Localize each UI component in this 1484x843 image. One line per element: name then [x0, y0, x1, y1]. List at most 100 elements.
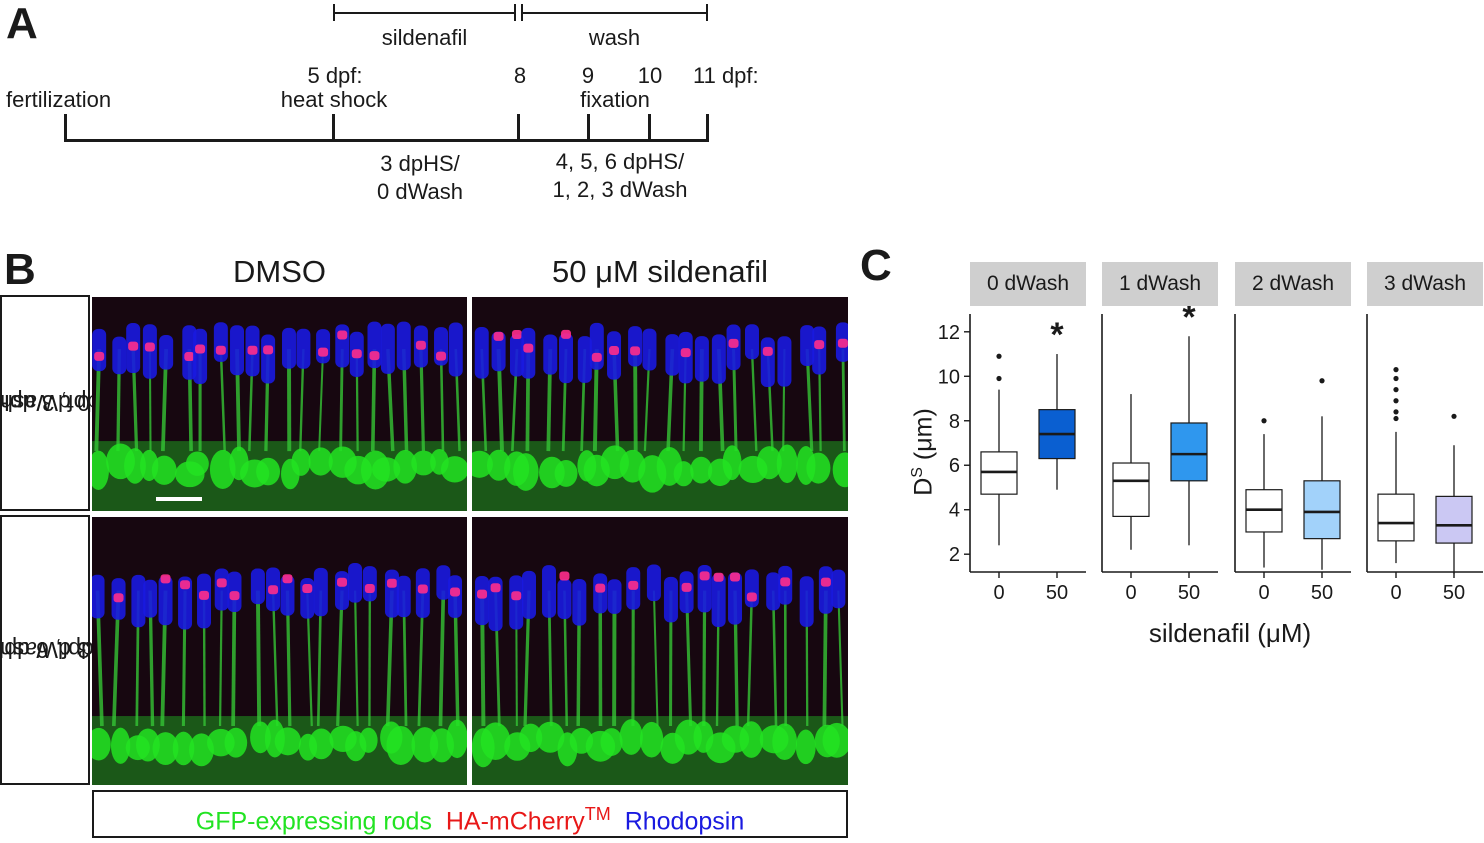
- lower-right-line2: 1, 2, 3 dWash: [530, 178, 710, 202]
- rod-cell-body: [772, 723, 797, 760]
- rhodopsin-outer-segment: [712, 334, 726, 383]
- row-label-11dpf: 11 dpf, 6 dpHS,3 dWash: [0, 515, 90, 785]
- ha-mcherry-band: [369, 351, 379, 360]
- rhodopsin-outer-segment: [397, 322, 411, 371]
- rhodopsin-outer-segment: [363, 566, 377, 601]
- rhodopsin-outer-segment: [261, 334, 275, 383]
- scale-bar: [156, 497, 202, 501]
- rhodopsin-outer-segment: [642, 329, 656, 371]
- ha-mcherry-band: [387, 579, 397, 588]
- ha-mcherry-band: [491, 583, 501, 592]
- rhodopsin-outer-segment: [608, 579, 622, 614]
- ha-mcherry-band: [248, 346, 258, 355]
- ha-mcherry-band: [416, 341, 426, 350]
- box-outlier: [996, 376, 1001, 381]
- panel-a-letter: A: [6, 2, 38, 46]
- sildenafil-bracket: [333, 12, 516, 14]
- y-tick-label: 4: [949, 500, 960, 522]
- rhodopsin-outer-segment: [607, 331, 621, 379]
- timeline-axis: [64, 139, 709, 142]
- rhodopsin-outer-segment: [664, 577, 678, 623]
- ha-mcherry-band: [216, 346, 226, 355]
- timeline-tick-10dpf: [648, 114, 651, 142]
- box-outlier: [1393, 367, 1398, 372]
- rod-cell-body: [620, 719, 643, 755]
- x-axis-title: sildenafil (μM): [1090, 618, 1370, 648]
- lower-right-line1: 4, 5, 6 dpHS/: [530, 150, 710, 174]
- rhodopsin-outer-segment: [367, 322, 381, 369]
- y-tick-label: 10: [938, 366, 960, 388]
- ha-mcherry-band: [184, 352, 194, 361]
- lower-left-line2: 0 dWash: [340, 180, 500, 204]
- ha-mcherry-band: [681, 348, 691, 357]
- dpf9-label: 9: [573, 64, 603, 88]
- panel-b-letter: B: [4, 248, 36, 292]
- rhodopsin-outer-segment: [197, 574, 211, 629]
- ha-mcherry-band: [609, 346, 619, 355]
- rhodopsin-outer-segment: [449, 323, 463, 377]
- box-body: [1171, 423, 1207, 481]
- rhodopsin-outer-segment: [665, 334, 679, 375]
- y-tick-label: 2: [949, 544, 960, 566]
- ha-mcherry-band: [282, 574, 292, 583]
- ha-mcherry-band: [523, 344, 533, 353]
- ha-mcherry-band: [682, 583, 692, 592]
- ha-mcherry-band: [700, 571, 710, 580]
- rod-cell-body: [446, 720, 467, 759]
- micrograph-dmso-11dpf: [92, 517, 467, 785]
- ha-mcherry-band: [763, 347, 773, 356]
- panel-c-letter: C: [860, 244, 892, 288]
- ha-mcherry-band: [436, 352, 446, 361]
- box-body: [1113, 463, 1149, 516]
- rhodopsin-outer-segment: [647, 564, 661, 601]
- ha-mcherry-band: [418, 584, 428, 593]
- ha-mcherry-band: [161, 574, 171, 583]
- x-tick-label: 0: [993, 582, 1004, 604]
- timeline-tick-11dpf: [706, 114, 709, 142]
- ha-mcherry-band: [595, 584, 605, 593]
- box-outlier: [996, 354, 1001, 359]
- fertilization-label: fertilization: [6, 88, 111, 112]
- box-outlier: [1319, 378, 1324, 383]
- rod-cell-body: [256, 458, 280, 486]
- rhodopsin-outer-segment: [572, 579, 586, 626]
- box-outlier: [1393, 409, 1398, 414]
- micrograph-sildenafil-8dpf: [472, 297, 848, 511]
- rhodopsin-outer-segment: [475, 327, 489, 379]
- ha-mcherry-band: [494, 332, 504, 341]
- column-header-dmso: DMSO: [92, 255, 467, 289]
- ha-mcherry-band: [592, 353, 602, 362]
- ha-mcherry-band: [838, 339, 848, 348]
- ha-mcherry-band: [199, 591, 209, 600]
- ha-mcherry-band: [730, 573, 740, 582]
- rhodopsin-outer-segment: [112, 337, 126, 375]
- rhodopsin-outer-segment: [542, 565, 556, 618]
- rhodopsin-outer-segment: [766, 572, 780, 610]
- heat-shock-label: heat shock: [270, 88, 398, 112]
- rhodopsin-outer-segment: [509, 575, 523, 629]
- ha-mcherry-band: [268, 585, 278, 594]
- rhodopsin-outer-segment: [193, 329, 207, 384]
- rhodopsin-outer-segment: [251, 569, 265, 605]
- ha-mcherry-band: [747, 593, 757, 602]
- fixation-label: fixation: [560, 88, 670, 112]
- rhodopsin-outer-segment: [559, 333, 573, 383]
- ha-mcherry-band: [512, 330, 522, 339]
- rhodopsin-outer-segment: [230, 325, 244, 375]
- rod-cell-body: [777, 444, 798, 483]
- rhodopsin-outer-segment: [143, 324, 157, 379]
- rhodopsin-outer-segment: [381, 324, 395, 374]
- ha-mcherry-band: [559, 572, 569, 581]
- rhodopsin-outer-segment: [761, 337, 775, 387]
- rhodopsin-outer-segment: [590, 323, 604, 370]
- row-label-8dpf: 8 dpf, 3 dpHS,0 dWash: [0, 295, 90, 511]
- ha-mcherry-band: [195, 344, 205, 353]
- box-outlier: [1393, 376, 1398, 381]
- ha-mcherry-band: [714, 573, 724, 582]
- facet-strip-0: 0 dWash: [970, 262, 1086, 306]
- ha-mcherry-band: [337, 330, 347, 339]
- sildenafil-bracket-right-tick: [514, 4, 516, 21]
- rhodopsin-outer-segment: [557, 579, 571, 619]
- x-tick-label: 50: [1178, 582, 1200, 604]
- ha-mcherry-band: [94, 352, 104, 361]
